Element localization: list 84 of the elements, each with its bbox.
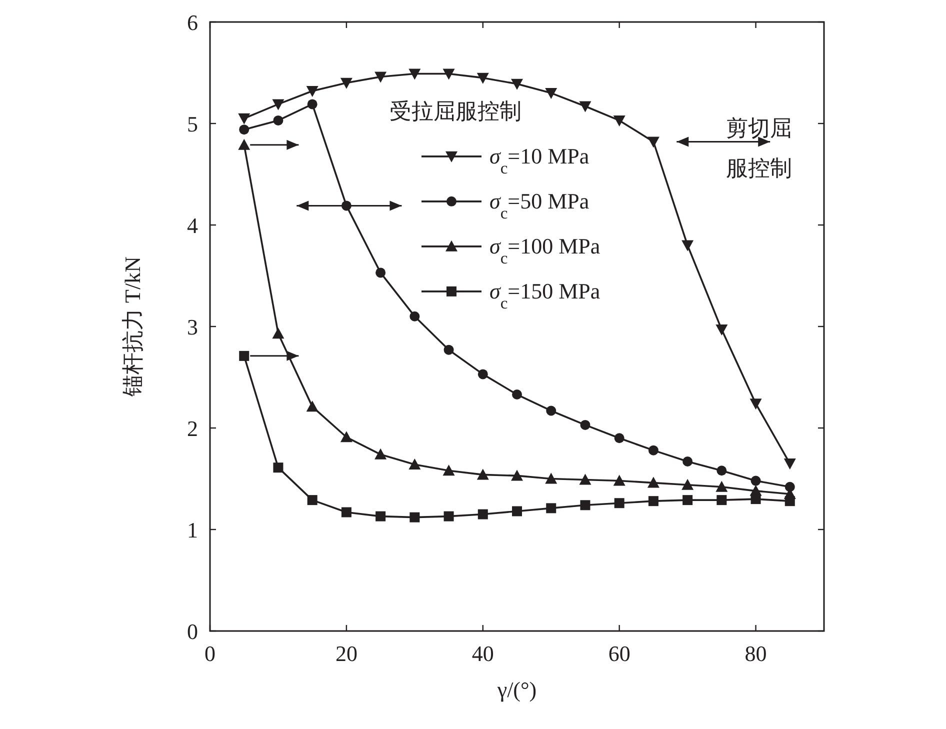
point <box>238 113 250 124</box>
point <box>374 72 387 83</box>
legend-label: σ$_{c}$=100 MPa <box>489 233 600 267</box>
point <box>239 350 250 361</box>
point <box>239 124 250 135</box>
point <box>307 495 318 506</box>
point <box>614 498 624 508</box>
point <box>647 136 660 148</box>
y-tick-label: 5 <box>187 112 198 136</box>
point <box>476 468 489 480</box>
point <box>444 511 454 522</box>
y-tick-label: 0 <box>187 619 198 644</box>
point <box>444 344 454 355</box>
x-tick-label: 40 <box>472 641 494 666</box>
point <box>306 86 318 98</box>
point <box>306 400 318 412</box>
legend-label: σ$_{c}$=50 MPa <box>489 188 590 222</box>
legend-title: 受拉屈服控制 <box>389 98 522 124</box>
point <box>784 496 795 506</box>
point <box>512 506 522 516</box>
point <box>546 503 556 514</box>
y-tick-label: 2 <box>187 416 198 441</box>
point <box>750 398 762 410</box>
point <box>478 509 488 520</box>
point <box>272 99 284 110</box>
x-tick-label: 80 <box>744 641 767 666</box>
point <box>716 495 727 506</box>
point <box>750 494 761 504</box>
point <box>579 101 592 112</box>
point <box>376 268 386 278</box>
point <box>408 68 421 80</box>
point <box>682 240 694 252</box>
point <box>512 390 522 400</box>
point <box>442 464 455 476</box>
point <box>410 512 420 522</box>
point <box>648 445 658 456</box>
y-axis-title: 锚杆抗力 T/kN <box>120 256 145 398</box>
point <box>408 458 421 470</box>
point <box>784 458 796 470</box>
point <box>716 466 727 476</box>
point <box>614 433 624 444</box>
point <box>511 78 523 90</box>
x-tick-label: 60 <box>608 641 630 666</box>
x-axis-title: γ/(°) <box>496 677 537 702</box>
y-tick-label: 1 <box>187 518 198 542</box>
x-tick-label: 0 <box>204 641 216 666</box>
point <box>682 495 693 506</box>
point <box>580 500 590 510</box>
y-tick-label: 3 <box>187 314 198 340</box>
point <box>374 448 387 460</box>
point <box>272 328 284 339</box>
point <box>511 470 523 481</box>
point <box>341 507 352 518</box>
point <box>545 88 558 100</box>
point <box>340 78 352 89</box>
point <box>579 474 592 485</box>
point <box>546 406 556 416</box>
point <box>545 472 558 484</box>
point <box>682 456 693 466</box>
y-tick-label: 6 <box>187 10 198 35</box>
legend-label: σ$_{c}$=150 MPa <box>489 278 600 312</box>
point <box>648 496 658 506</box>
point <box>476 72 489 84</box>
point <box>478 369 488 380</box>
point <box>613 115 626 126</box>
point <box>613 474 626 486</box>
point <box>750 476 761 486</box>
point <box>716 324 728 336</box>
x-tick-label: 20 <box>335 641 358 666</box>
point <box>307 99 318 110</box>
point <box>273 115 284 126</box>
y-tick-label: 4 <box>187 213 198 238</box>
legend-label: σ$_{c}$=10 MPa <box>489 143 590 177</box>
point <box>442 68 455 80</box>
point <box>682 478 694 490</box>
point <box>376 511 386 522</box>
point <box>716 480 728 492</box>
point <box>238 138 250 150</box>
point <box>340 431 352 442</box>
point <box>580 420 590 430</box>
point <box>273 462 284 473</box>
annotation: 剪切屈服控制 <box>726 116 792 180</box>
point <box>410 311 420 322</box>
point <box>647 476 660 488</box>
